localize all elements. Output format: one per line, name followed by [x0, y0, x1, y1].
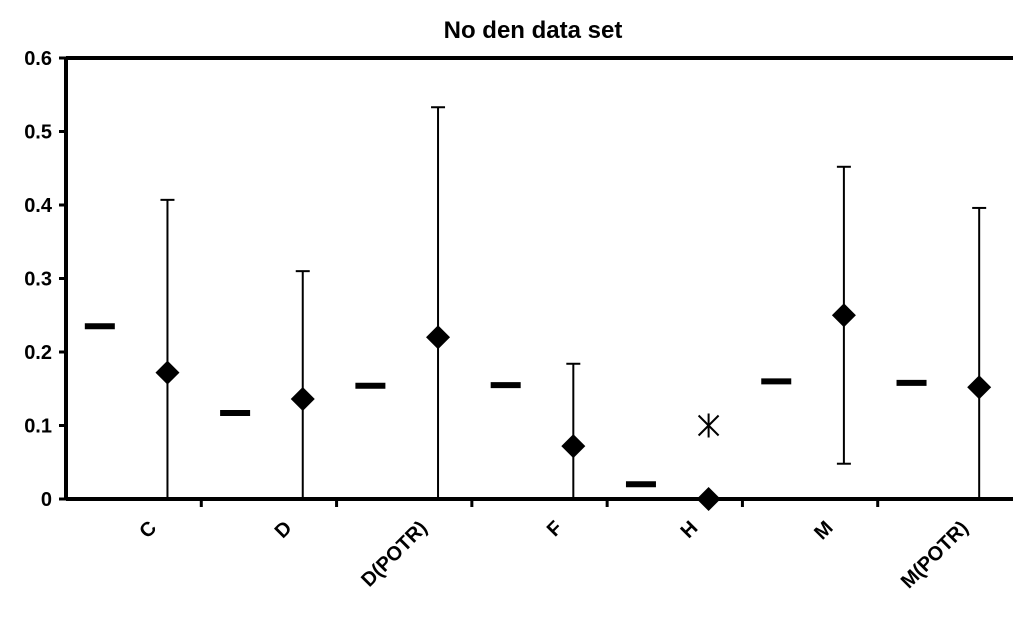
- y-tick-label: 0.3: [24, 269, 52, 291]
- diamond-marker: [696, 487, 721, 511]
- x-tick-label: F: [543, 517, 567, 541]
- diamond-marker: [967, 375, 992, 400]
- data-marks: [84, 106, 992, 511]
- y-tick-label: 0.1: [24, 416, 52, 438]
- plot-frame: [64, 56, 1013, 501]
- x-axis: C D D(POTR) F H M M(POTR): [135, 499, 973, 593]
- x-tick-label: M: [810, 517, 837, 544]
- diamond-marker: [561, 434, 586, 459]
- y-tick-label: 0.4: [24, 195, 53, 217]
- chart-title: No den data set: [444, 17, 623, 44]
- x-tick-label: D: [271, 517, 297, 543]
- x-tick-label: D(POTR): [357, 517, 431, 591]
- y-axis: 0 0.1 0.2 0.3 0.4 0.5 0.6: [24, 48, 66, 511]
- diamond-marker: [831, 303, 856, 328]
- x-tick-label: H: [677, 517, 703, 543]
- diamond-marker: [290, 387, 315, 412]
- y-tick-label: 0: [41, 489, 52, 511]
- x-tick-label: M(POTR): [897, 517, 973, 593]
- x-tick-label: C: [135, 517, 161, 543]
- asterisk-marker: [697, 413, 720, 438]
- y-tick-label: 0.5: [24, 122, 52, 144]
- y-tick-label: 0.6: [24, 48, 52, 70]
- diamond-marker: [155, 360, 180, 385]
- diamond-marker: [426, 325, 451, 350]
- y-tick-label: 0.2: [24, 342, 52, 364]
